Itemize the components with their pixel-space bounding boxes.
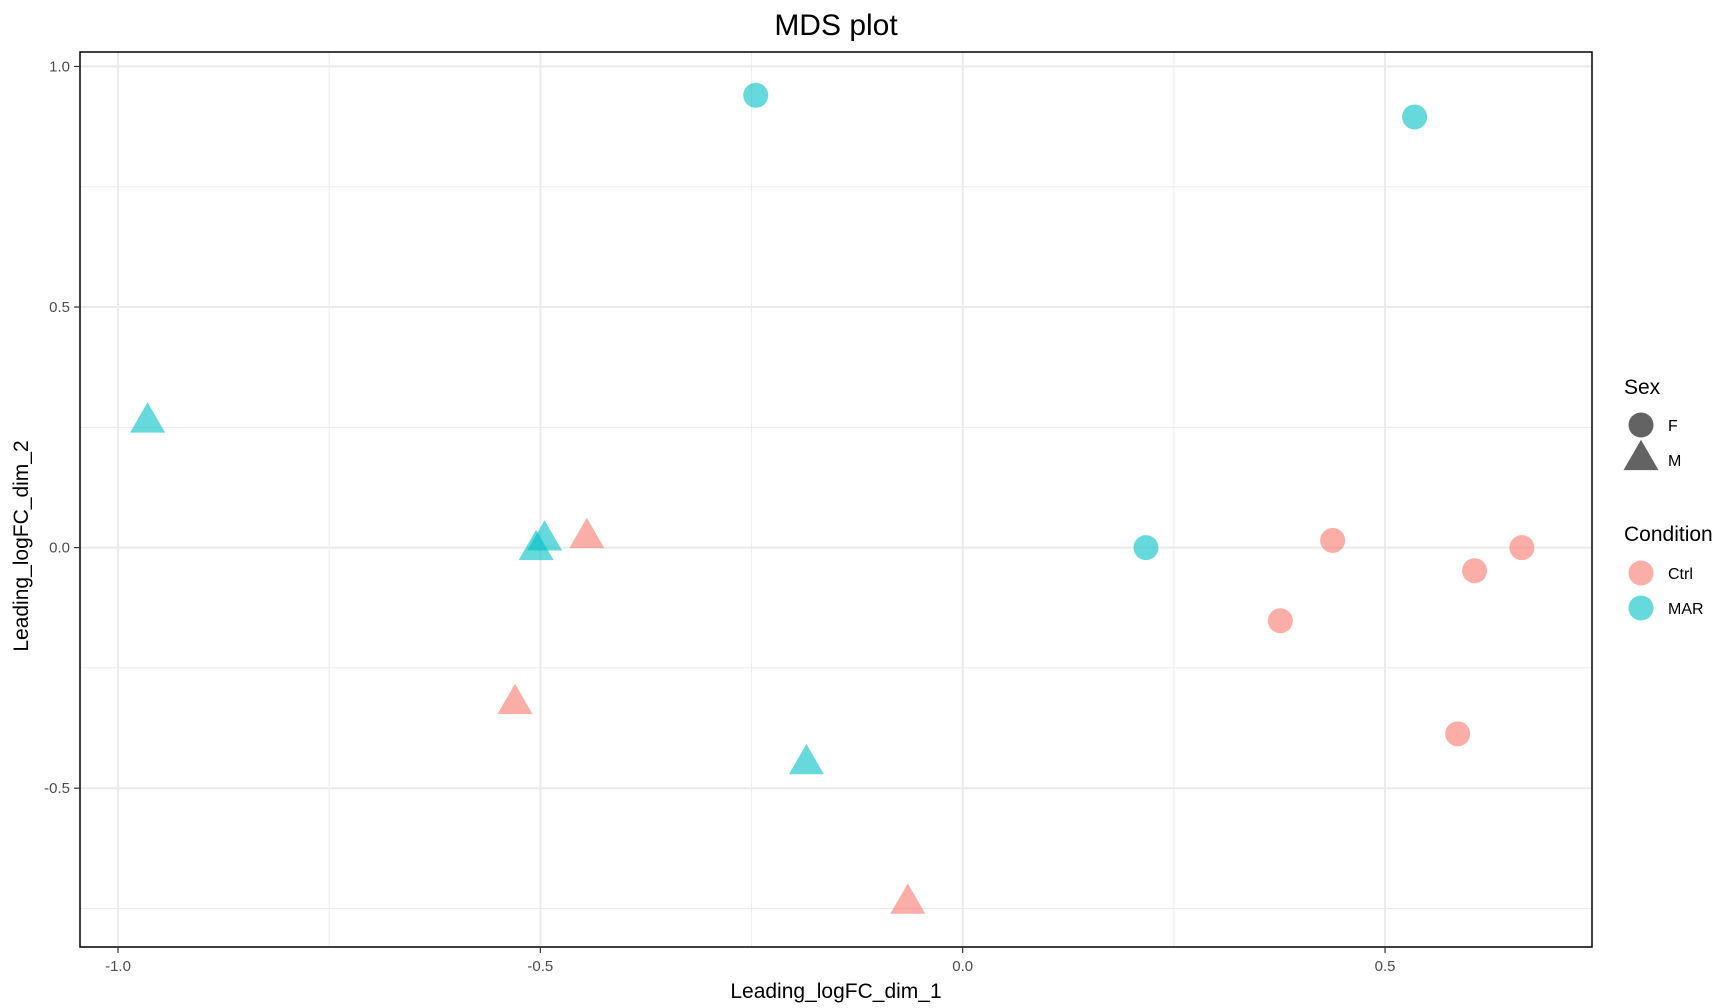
data-point-circle bbox=[1445, 721, 1471, 747]
x-axis-title: Leading_logFC_dim_1 bbox=[730, 980, 941, 1003]
data-point-circle bbox=[1133, 535, 1159, 561]
data-point-circle bbox=[1320, 527, 1346, 553]
data-point-triangle bbox=[788, 743, 824, 775]
legend-sex-label: M bbox=[1668, 453, 1681, 470]
panel-border bbox=[79, 51, 1593, 948]
legend-sex-items: FM bbox=[1623, 412, 1681, 471]
data-points bbox=[130, 82, 1535, 914]
data-point-triangle bbox=[890, 883, 926, 914]
legend-condition-title: Condition bbox=[1624, 523, 1713, 546]
grid-lines bbox=[80, 52, 1592, 947]
y-tick-label: -0.5 bbox=[44, 780, 70, 797]
y-tick-label: 0.5 bbox=[49, 299, 70, 316]
data-point-circle bbox=[1462, 558, 1488, 584]
x-tick-label: 0.0 bbox=[952, 958, 973, 975]
y-axis-title: Leading_logFC_dim_2 bbox=[10, 440, 33, 651]
legend-sex-label: F bbox=[1668, 418, 1678, 435]
legend-key-circle bbox=[1628, 412, 1654, 438]
data-point-circle bbox=[743, 82, 769, 108]
legend-key-triangle bbox=[1623, 439, 1659, 471]
legend-sex-title: Sex bbox=[1624, 376, 1661, 399]
data-point-triangle bbox=[130, 402, 166, 433]
legend-condition-items: Ctrl MAR bbox=[1628, 560, 1704, 621]
y-tick-label: 0.0 bbox=[49, 540, 70, 557]
data-point-circle bbox=[1509, 535, 1535, 561]
data-point-triangle bbox=[569, 517, 605, 549]
legend-key-condition bbox=[1628, 560, 1654, 586]
legend-condition-label: Ctrl bbox=[1668, 566, 1693, 583]
axis-ticks: -1.0 -0.5 0.0 0.5 -0.5 0.0 0.5 1.0 bbox=[44, 58, 1395, 975]
legend-key-condition bbox=[1628, 595, 1654, 621]
data-point-circle bbox=[1402, 104, 1428, 130]
y-tick-label: 1.0 bbox=[49, 58, 70, 75]
x-tick-label: -0.5 bbox=[527, 958, 553, 975]
data-point-circle bbox=[1267, 608, 1293, 634]
data-point-triangle bbox=[497, 683, 533, 715]
data-point-triangle bbox=[518, 529, 554, 561]
legend-condition-label: MAR bbox=[1668, 601, 1704, 618]
chart-title: MDS plot bbox=[774, 9, 898, 42]
x-tick-label: 0.5 bbox=[1375, 958, 1396, 975]
x-tick-label: -1.0 bbox=[105, 958, 131, 975]
